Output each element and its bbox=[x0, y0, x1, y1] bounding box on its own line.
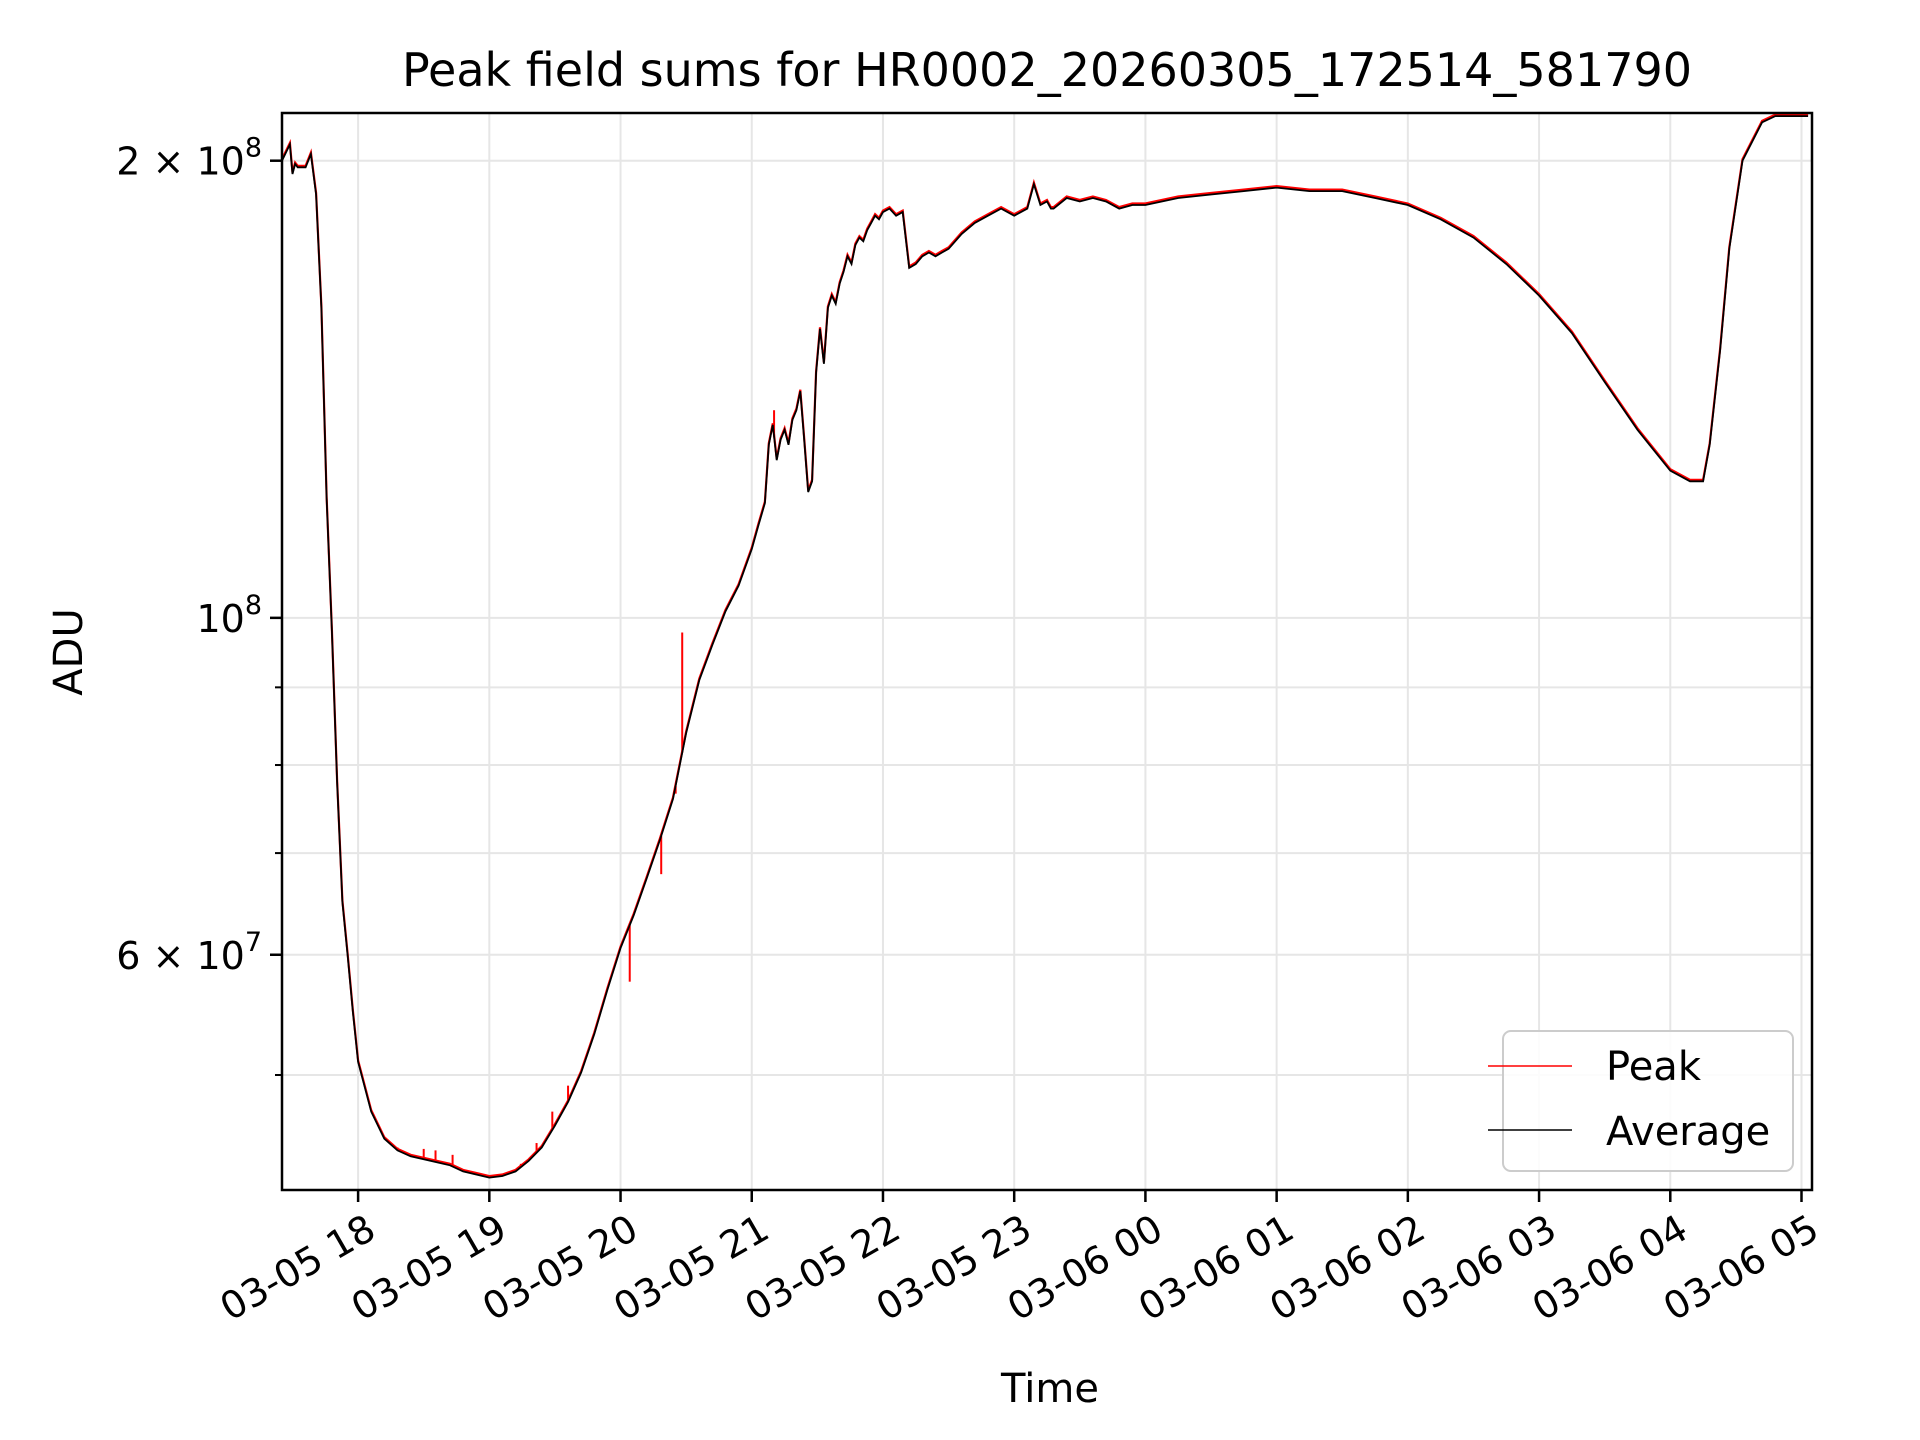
y-axis-label: ADU bbox=[46, 608, 92, 695]
y-tick-label: 108 bbox=[196, 590, 262, 641]
y-tick-label: 6 × 107 bbox=[116, 927, 262, 978]
y-tick-label: 2 × 108 bbox=[116, 133, 262, 184]
series-line-average bbox=[282, 115, 1809, 1179]
series-group bbox=[282, 113, 1809, 1179]
data-layer bbox=[282, 113, 1809, 1179]
legend-label-peak: Peak bbox=[1606, 1044, 1702, 1090]
legend-label-average: Average bbox=[1606, 1109, 1770, 1155]
chart-title: Peak field sums for HR0002_20260305_1725… bbox=[402, 43, 1692, 97]
axes-frame bbox=[280, 111, 1814, 1192]
legend-box bbox=[1502, 1030, 1794, 1172]
legend: Peak Average bbox=[1488, 1030, 1794, 1172]
series-line-peak bbox=[282, 113, 1809, 1178]
grid-layer bbox=[282, 113, 1812, 1190]
x-axis-label: Time bbox=[1000, 1366, 1099, 1412]
